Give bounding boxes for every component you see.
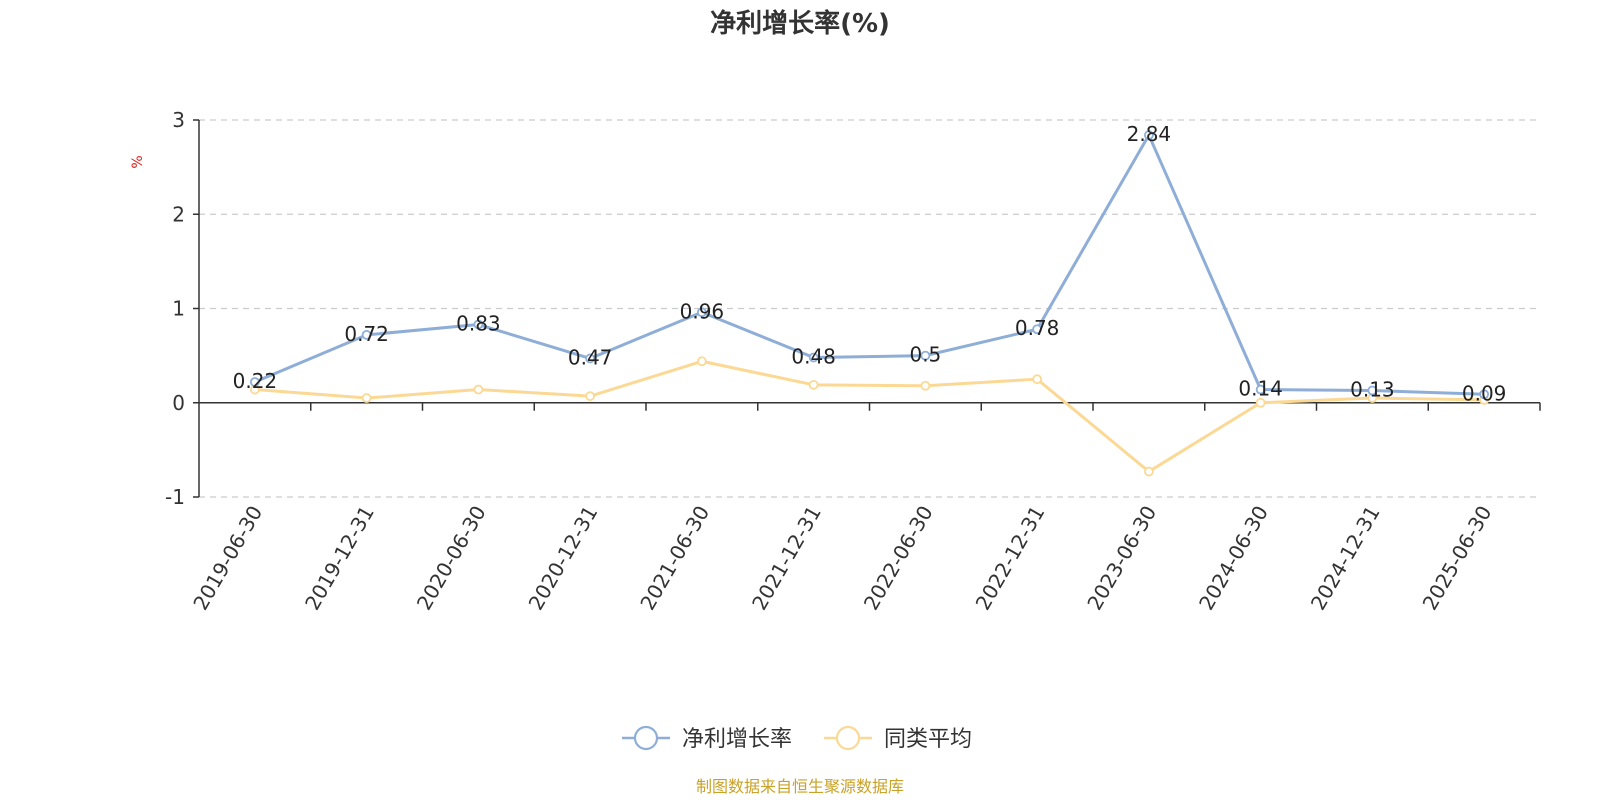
legend-item[interactable]: 同类平均: [824, 725, 972, 752]
x-tick-label: 2022-12-31: [971, 502, 1050, 615]
data-point[interactable]: [920, 350, 931, 361]
data-label: 0.14: [1238, 377, 1283, 401]
data-label: 0.72: [344, 322, 389, 346]
legend-marker-icon: [835, 725, 861, 751]
x-tick-label: 2021-12-31: [747, 502, 826, 615]
y-axis-unit-label: %: [130, 155, 146, 168]
series-lines: [249, 130, 1490, 477]
x-tick-label: 2021-06-30: [635, 502, 714, 615]
data-label: 0.22: [233, 369, 278, 393]
chart-title: 净利增长率(%): [710, 8, 890, 39]
x-tick-label: 2020-12-31: [524, 502, 603, 615]
data-label: 0.96: [680, 299, 725, 323]
data-point[interactable]: [473, 384, 484, 395]
y-tick-label: 1: [172, 297, 185, 321]
y-tick-label: 2: [172, 202, 185, 226]
data-point[interactable]: [249, 377, 260, 387]
grid-lines: [199, 119, 1540, 498]
data-point[interactable]: [361, 393, 372, 403]
data-point[interactable]: [585, 353, 596, 364]
data-point[interactable]: [1143, 466, 1154, 477]
y-tick-label: 3: [172, 108, 185, 132]
data-point[interactable]: [585, 391, 596, 402]
data-point[interactable]: [1479, 389, 1490, 400]
data-point[interactable]: [696, 356, 707, 367]
legend-label: 净利增长率: [682, 727, 792, 752]
data-point[interactable]: [361, 329, 372, 340]
data-point[interactable]: [808, 379, 819, 390]
y-tick-label: 0: [172, 391, 185, 415]
source-note: 制图数据来自恒生聚源数据库: [696, 777, 904, 796]
data-label: 0.78: [1015, 316, 1060, 340]
data-point[interactable]: [1255, 384, 1266, 395]
data-label: 0.47: [568, 345, 613, 369]
data-point[interactable]: [920, 380, 931, 391]
data-point[interactable]: [808, 352, 819, 363]
data-point[interactable]: [1255, 397, 1266, 408]
legend-label: 同类平均: [884, 727, 972, 752]
x-tick-label: 2024-06-30: [1194, 502, 1273, 615]
data-labels: 0.22 0.72 0.83 0.47 0.96 0.48 0.5 0.78 2.84 0.14 0…: [233, 122, 1507, 405]
y-tick-label: -1: [165, 485, 185, 509]
x-tick-label: 2019-06-30: [188, 502, 267, 615]
legend-item[interactable]: 净利增长率: [622, 725, 792, 752]
series-line: [254, 359, 1485, 474]
data-label: 2.84: [1127, 122, 1172, 146]
x-tick-label: 2019-12-31: [300, 502, 379, 615]
x-tick-label: 2025-06-30: [1418, 502, 1497, 615]
data-label: 0.48: [791, 345, 836, 369]
data-point[interactable]: [473, 319, 484, 330]
data-point[interactable]: [1143, 130, 1154, 140]
x-tick-label: 2024-12-31: [1306, 502, 1385, 615]
series-line: [254, 133, 1485, 396]
legend[interactable]: 净利增长率 同类平均: [622, 725, 972, 752]
x-tick-label: 2020-06-30: [412, 502, 491, 615]
data-point[interactable]: [1032, 324, 1043, 335]
data-label: 0.13: [1350, 377, 1395, 401]
legend-marker-icon: [633, 725, 659, 751]
data-label: 0.09: [1462, 381, 1507, 405]
x-tick-label: 2023-06-30: [1082, 502, 1161, 615]
data-point[interactable]: [1367, 385, 1378, 396]
x-tick-label: 2022-06-30: [859, 502, 938, 615]
data-point[interactable]: [696, 307, 707, 318]
data-label: 0.83: [456, 312, 501, 336]
axes: -1 0 1 2 3 2019-06-30 2019-12-31 2020-06-30 2020…: [165, 108, 1541, 615]
data-label: 0.5: [909, 343, 941, 367]
data-point[interactable]: [1032, 374, 1043, 385]
